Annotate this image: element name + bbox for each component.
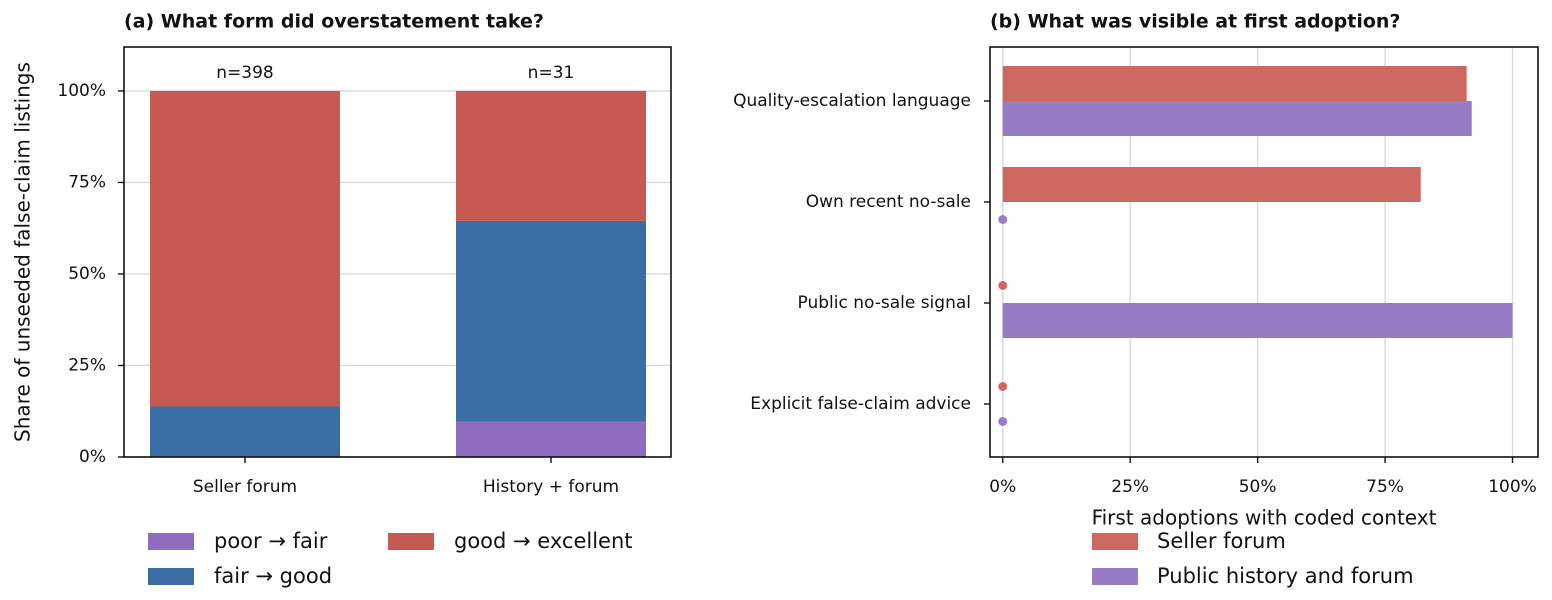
x-tick-label: 75% xyxy=(1366,477,1404,497)
y-tick-label: Explicit false-claim advice xyxy=(750,394,971,414)
y-tick-label: 100% xyxy=(57,81,106,101)
y-tick-label: 25% xyxy=(68,355,106,375)
axes-frame xyxy=(989,46,1539,458)
x-axis-label: First adoptions with coded context xyxy=(1092,506,1437,530)
zero-marker xyxy=(998,281,1008,290)
legend-label: Seller forum xyxy=(1157,529,1286,553)
bar-segment xyxy=(456,421,646,457)
legend-label: poor → fair xyxy=(214,529,328,553)
legend-swatch xyxy=(148,533,194,550)
annotation: n=31 xyxy=(528,63,575,83)
x-tick-label: 50% xyxy=(1239,477,1277,497)
y-tick-label: Public no-sale signal xyxy=(798,293,972,313)
annotation: n=398 xyxy=(216,63,273,83)
bar xyxy=(1002,303,1513,338)
bar-segment xyxy=(150,90,340,407)
bar xyxy=(1002,167,1421,202)
legend-swatch xyxy=(1092,533,1138,550)
bar xyxy=(1002,66,1467,101)
bar-segment xyxy=(150,406,340,457)
x-tick-label: 100% xyxy=(1488,477,1537,497)
x-tick-label: Seller forum xyxy=(193,477,297,497)
chart-title: (a) What form did overstatement take? xyxy=(124,11,544,33)
zero-marker xyxy=(998,382,1008,391)
legend-swatch xyxy=(148,568,194,585)
y-axis-label: Share of unseeded false-claim listings xyxy=(11,62,35,442)
axes-frame xyxy=(123,46,672,458)
zero-marker xyxy=(998,417,1008,426)
bar-segment xyxy=(456,90,646,221)
legend-swatch xyxy=(1092,568,1138,585)
zero-marker xyxy=(998,215,1008,224)
legend-swatch xyxy=(388,533,434,550)
x-tick-label: History + forum xyxy=(483,477,619,497)
legend-label: good → excellent xyxy=(454,529,633,553)
legend-label: Public history and forum xyxy=(1157,564,1414,588)
x-tick-label: 0% xyxy=(989,477,1016,497)
chart-title: (b) What was visible at first adoption? xyxy=(990,11,1400,33)
bar-segment xyxy=(456,220,646,422)
bar xyxy=(1002,101,1472,136)
y-tick-label: Quality-escalation language xyxy=(733,91,971,111)
y-tick-label: 50% xyxy=(68,264,106,284)
legend-label: fair → good xyxy=(214,564,332,588)
y-tick-label: 75% xyxy=(68,172,106,192)
x-tick-label: 25% xyxy=(1111,477,1149,497)
y-tick-label: Own recent no-sale xyxy=(806,192,971,212)
y-tick-label: 0% xyxy=(79,447,106,467)
